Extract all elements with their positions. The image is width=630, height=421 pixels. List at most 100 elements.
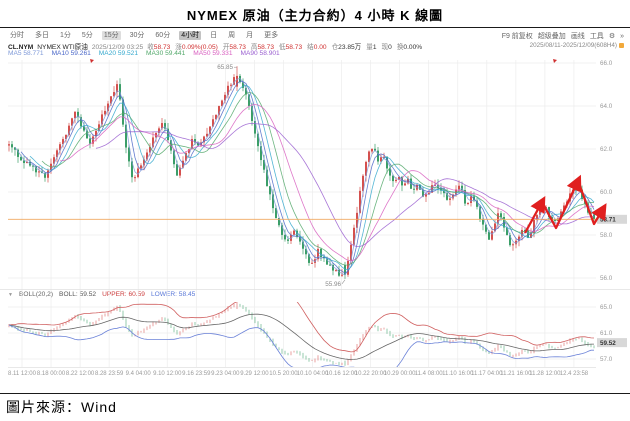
svg-text:12.4 23:58: 12.4 23:58 [560, 371, 589, 377]
period-tab-1分[interactable]: 1分 [60, 32, 71, 39]
symbol-name: NYMEX WTI原油 [37, 44, 88, 51]
trend-arrow-annotation [523, 174, 607, 234]
svg-text:57.0: 57.0 [600, 356, 613, 363]
ma-legend-MA20: MA20 59.521 [98, 49, 139, 57]
svg-text:9.10 12:00: 9.10 12:00 [153, 371, 182, 377]
symbol-code: CL.NYM [8, 44, 34, 51]
svg-text:8.18 00:00: 8.18 00:00 [37, 371, 66, 377]
svg-text:55.96: 55.96 [325, 281, 341, 288]
period-tab-日[interactable]: 日 [210, 32, 218, 39]
svg-text:11.17 04:00: 11.17 04:00 [471, 371, 503, 377]
period-tab-4小时[interactable]: 4小时 [179, 31, 202, 40]
period-tab-5分[interactable]: 5分 [81, 32, 93, 39]
flag-icon [619, 43, 624, 48]
indicator-value: BOLL: 59.52 [59, 291, 97, 298]
title-divider [0, 27, 630, 28]
period-tab-多日[interactable]: 多日 [35, 32, 49, 39]
ma-legend: MA5 58.771 MA10 59.261 MA20 59.521 MA30 59.… [8, 50, 280, 57]
quote-bar: CL.NYM NYMEX WTI原油 2025/12/09 03:25 收58.… [8, 41, 422, 51]
svg-text:61.0: 61.0 [600, 330, 613, 337]
event-marker-icon [553, 59, 557, 63]
svg-text:64.0: 64.0 [600, 103, 613, 110]
ma-legend-MA5: MA5 58.771 [8, 49, 44, 57]
svg-text:9.4 04:00: 9.4 04:00 [126, 371, 152, 377]
extreme-labels: 65.85 55.96 [217, 64, 346, 288]
svg-text:65.0: 65.0 [600, 304, 613, 311]
quote-field-换: 换0.00% [396, 44, 423, 51]
svg-text:11.21 16:00: 11.21 16:00 [500, 371, 532, 377]
image-source-caption: 圖片來源：Wind [6, 399, 117, 415]
indicator-header: ▼ BOLL(20,2) BOLL: 59.52 UPPER: 60.59 LOWE… [8, 291, 195, 298]
quote-field-开: 开58.73 [222, 44, 246, 51]
svg-text:60.0: 60.0 [600, 189, 613, 196]
indicator-toggle-icon[interactable]: ▼ [8, 291, 13, 298]
indicator-name[interactable]: BOLL(20,2) [18, 291, 54, 298]
period-tab-月[interactable]: 月 [246, 32, 254, 39]
quote-field-结: 结0.00 [307, 44, 327, 51]
svg-text:11.28 12:00: 11.28 12:00 [529, 371, 561, 377]
svg-text:8.22 12:00: 8.22 12:00 [66, 371, 95, 377]
quote-field-涨: 涨0.09%(0.05) [175, 44, 218, 51]
svg-text:66.0: 66.0 [600, 60, 613, 67]
quote-field-仓: 仓23.85万 [331, 44, 362, 51]
candles-group [8, 66, 595, 279]
grid-lines: 8.11 12:00 8.18 00:00 8.22 12:00 8.28 23:59… [0, 60, 630, 377]
svg-text:59.52: 59.52 [600, 340, 616, 347]
svg-text:9.23 04:00: 9.23 04:00 [211, 371, 240, 377]
indicator-value: UPPER: 60.59 [102, 291, 145, 298]
kline-chart[interactable]: 8.11 12:00 8.18 00:00 8.22 12:00 8.28 23:59… [0, 58, 630, 380]
svg-text:11.4 08:00: 11.4 08:00 [415, 371, 444, 377]
svg-text:8.11 12:00: 8.11 12:00 [8, 371, 37, 377]
svg-text:56.0: 56.0 [600, 275, 613, 282]
period-tab-分时[interactable]: 分时 [10, 32, 24, 39]
period-toolbar: 分时 多日 1分 5分 15分 30分 60分 4小时 日 周 月 更多 [8, 31, 280, 40]
svg-text:62.0: 62.0 [600, 146, 613, 153]
ma-legend-MA90: MA90 58.901 [240, 49, 280, 57]
svg-text:11.10 16:00: 11.10 16:00 [442, 371, 474, 377]
svg-text:10.16 12:00: 10.16 12:00 [326, 371, 358, 377]
tool-工具[interactable]: 工具 [589, 33, 604, 40]
ma-lines-group [14, 77, 595, 276]
indicator-value: LOWER: 58.45 [150, 291, 196, 298]
svg-text:10.22 20:00: 10.22 20:00 [355, 371, 387, 377]
quote-field-现: 现0 [381, 44, 392, 51]
ma-legend-MA50: MA50 59.331 [193, 49, 233, 57]
kline-chart-svg[interactable]: 8.11 12:00 8.18 00:00 8.22 12:00 8.28 23:59… [0, 58, 630, 380]
tool-超级叠加[interactable]: 超级叠加 [537, 33, 566, 40]
date-range: 2025/08/11-2025/12/09(608H4) [530, 42, 624, 49]
event-marker-icon [90, 59, 94, 63]
ma-legend-MA10: MA10 59.261 [51, 49, 91, 57]
quote-field-收: 收58.73 [147, 44, 171, 51]
quote-datetime: 2025/12/09 03:25 [91, 44, 144, 51]
period-tab-周[interactable]: 周 [228, 32, 236, 39]
svg-text:58.0: 58.0 [600, 232, 613, 239]
quote-field-高: 高58.73 [250, 44, 275, 51]
chart-tools-toolbar: F9 前复权 超级叠加 画线 工具 ⚙ » [502, 31, 624, 41]
date-range-label: 2025/08/11-2025/12/09(608H4) [529, 42, 617, 49]
svg-text:10.5 20:00: 10.5 20:00 [269, 371, 298, 377]
page-title: NYMEX 原油（主力合約）4 小時 K 線圖 [186, 8, 444, 23]
expand-icon[interactable]: » [620, 32, 624, 40]
svg-text:9.16 23:59: 9.16 23:59 [182, 371, 211, 377]
svg-text:8.28 23:59: 8.28 23:59 [95, 371, 124, 377]
svg-text:58.71: 58.71 [600, 217, 616, 224]
svg-text:10.29 00:00: 10.29 00:00 [384, 371, 416, 377]
price-tags: 58.71 59.52 [597, 214, 627, 348]
svg-text:10.10 04:00: 10.10 04:00 [297, 371, 329, 377]
caption-divider [0, 393, 630, 394]
period-tab-更多[interactable]: 更多 [264, 32, 279, 39]
quote-field-量: 量1 [366, 44, 377, 51]
svg-text:65.85: 65.85 [217, 64, 233, 71]
period-tab-60分[interactable]: 60分 [155, 32, 171, 39]
period-tab-15分[interactable]: 15分 [101, 31, 121, 40]
tool-画线[interactable]: 画线 [570, 33, 585, 40]
ma-legend-MA30: MA30 59.441 [146, 49, 186, 57]
boll-panel [8, 302, 595, 367]
svg-text:9.29 12:00: 9.29 12:00 [240, 371, 269, 377]
tool-F9 前复权[interactable]: F9 前复权 [501, 33, 533, 40]
quote-fields: 收58.73 涨0.09%(0.05) 开58.73 高58.73 低58.73 结0.0… [147, 41, 422, 51]
period-tab-30分[interactable]: 30分 [129, 32, 145, 39]
indicator-values: BOLL: 59.52 UPPER: 60.59 LOWER: 58.45 [59, 291, 195, 298]
quote-field-低: 低58.73 [279, 44, 303, 51]
gear-icon[interactable]: ⚙ [608, 33, 616, 40]
